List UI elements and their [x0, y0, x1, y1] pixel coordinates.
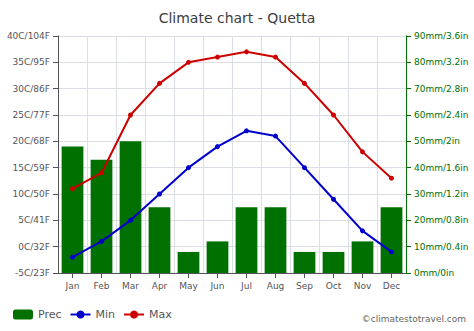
- svg-text:60mm/2.4in: 60mm/2.4in: [414, 110, 469, 120]
- svg-text:10C/50F: 10C/50F: [13, 189, 50, 199]
- svg-text:0mm/0in: 0mm/0in: [414, 268, 454, 278]
- svg-text:30C/86F: 30C/86F: [13, 84, 50, 94]
- svg-text:Climate chart - Quetta: Climate chart - Quetta: [159, 10, 316, 26]
- svg-text:15C/59F: 15C/59F: [13, 163, 50, 173]
- svg-text:Oct: Oct: [326, 281, 342, 291]
- svg-text:-5C/23F: -5C/23F: [15, 268, 50, 278]
- svg-text:50mm/2in: 50mm/2in: [414, 136, 460, 146]
- svg-text:0C/32F: 0C/32F: [18, 242, 50, 252]
- svg-text:40C/104F: 40C/104F: [7, 31, 50, 41]
- svg-text:90mm/3.6in: 90mm/3.6in: [414, 31, 469, 41]
- svg-text:40mm/1.6in: 40mm/1.6in: [414, 163, 469, 173]
- svg-text:25C/77F: 25C/77F: [13, 110, 50, 120]
- svg-text:Feb: Feb: [94, 281, 110, 291]
- svg-text:80mm/3.2in: 80mm/3.2in: [414, 57, 469, 67]
- svg-text:70mm/2.8in: 70mm/2.8in: [414, 84, 469, 94]
- svg-text:20C/68F: 20C/68F: [13, 136, 50, 146]
- svg-text:©climatestotravel.com: ©climatestotravel.com: [362, 314, 466, 324]
- svg-text:Aug: Aug: [267, 281, 285, 291]
- svg-text:10mm/0.4in: 10mm/0.4in: [414, 242, 469, 252]
- svg-text:Nov: Nov: [354, 281, 372, 291]
- svg-text:20mm/0.8in: 20mm/0.8in: [414, 215, 469, 225]
- svg-text:Apr: Apr: [152, 281, 168, 291]
- svg-text:Min: Min: [96, 308, 116, 321]
- svg-text:Max: Max: [149, 308, 172, 321]
- svg-text:Sep: Sep: [296, 281, 313, 291]
- svg-text:Dec: Dec: [383, 281, 400, 291]
- svg-text:5C/41F: 5C/41F: [18, 215, 50, 225]
- svg-text:Mar: Mar: [122, 281, 139, 291]
- svg-text:35C/95F: 35C/95F: [13, 57, 50, 67]
- svg-text:May: May: [179, 281, 198, 291]
- svg-text:Jan: Jan: [65, 281, 80, 291]
- svg-text:Jul: Jul: [240, 281, 252, 291]
- svg-text:30mm/1.2in: 30mm/1.2in: [414, 189, 469, 199]
- svg-text:Jun: Jun: [209, 281, 224, 291]
- svg-text:Prec: Prec: [38, 308, 62, 321]
